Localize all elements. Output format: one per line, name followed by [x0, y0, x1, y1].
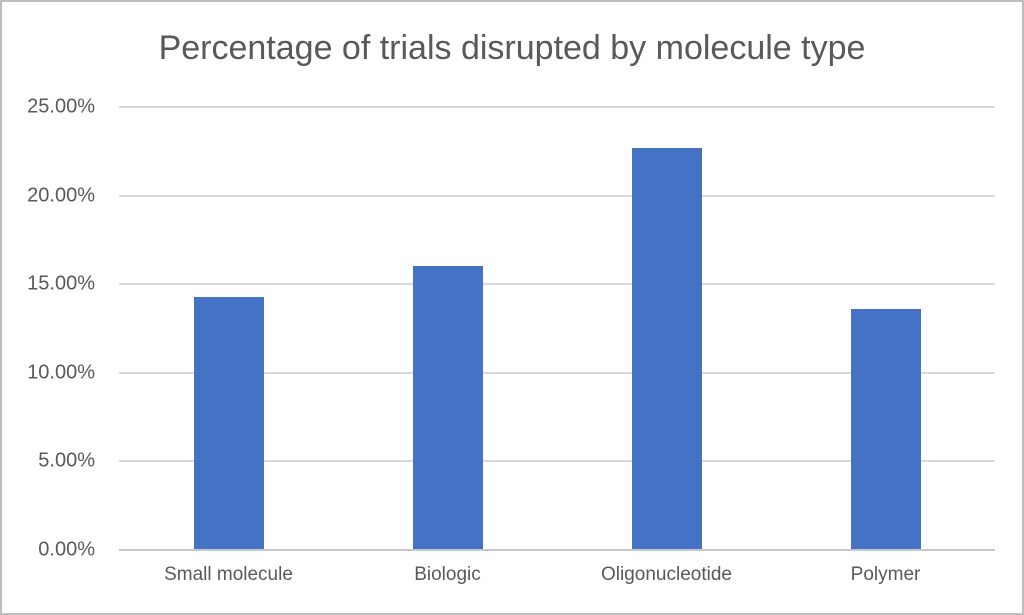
y-tick-label: 15.00% — [27, 272, 95, 295]
bar-biologic — [412, 266, 483, 550]
y-tick-label: 5.00% — [38, 449, 95, 472]
gridline — [119, 283, 995, 286]
gridline — [119, 194, 995, 197]
x-category-label: Small molecule — [164, 564, 293, 585]
y-tick-label: 20.00% — [27, 184, 95, 207]
gridline — [119, 371, 995, 374]
gridline — [119, 460, 995, 463]
x-category-label: Biologic — [414, 564, 481, 585]
y-tick-label: 10.00% — [27, 361, 95, 384]
bar-oligonucleotide — [631, 147, 702, 550]
gridline — [119, 106, 995, 108]
chart-title: Percentage of trials disrupted by molecu… — [158, 29, 866, 67]
y-tick-label: 0.00% — [38, 538, 95, 561]
plot-area — [119, 106, 995, 551]
x-category-label: Oligonucleotide — [601, 564, 732, 585]
bar-polymer — [850, 309, 921, 550]
bar-small-molecule — [193, 296, 264, 550]
x-axis-line — [119, 549, 995, 551]
x-category-label: Polymer — [850, 564, 921, 585]
y-tick-label: 25.00% — [27, 95, 95, 118]
